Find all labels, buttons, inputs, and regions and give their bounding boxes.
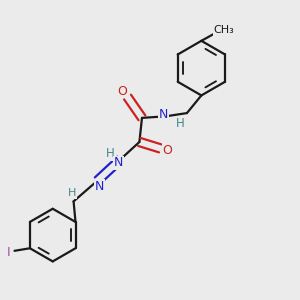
Text: O: O [162,143,172,157]
Text: N: N [114,156,123,169]
Text: CH₃: CH₃ [214,25,234,35]
Text: H: H [68,188,76,198]
Text: H: H [176,117,185,130]
Text: N: N [159,108,168,121]
Text: I: I [6,246,10,259]
Text: O: O [117,85,127,98]
Text: N: N [94,180,104,193]
Text: H: H [106,147,115,161]
